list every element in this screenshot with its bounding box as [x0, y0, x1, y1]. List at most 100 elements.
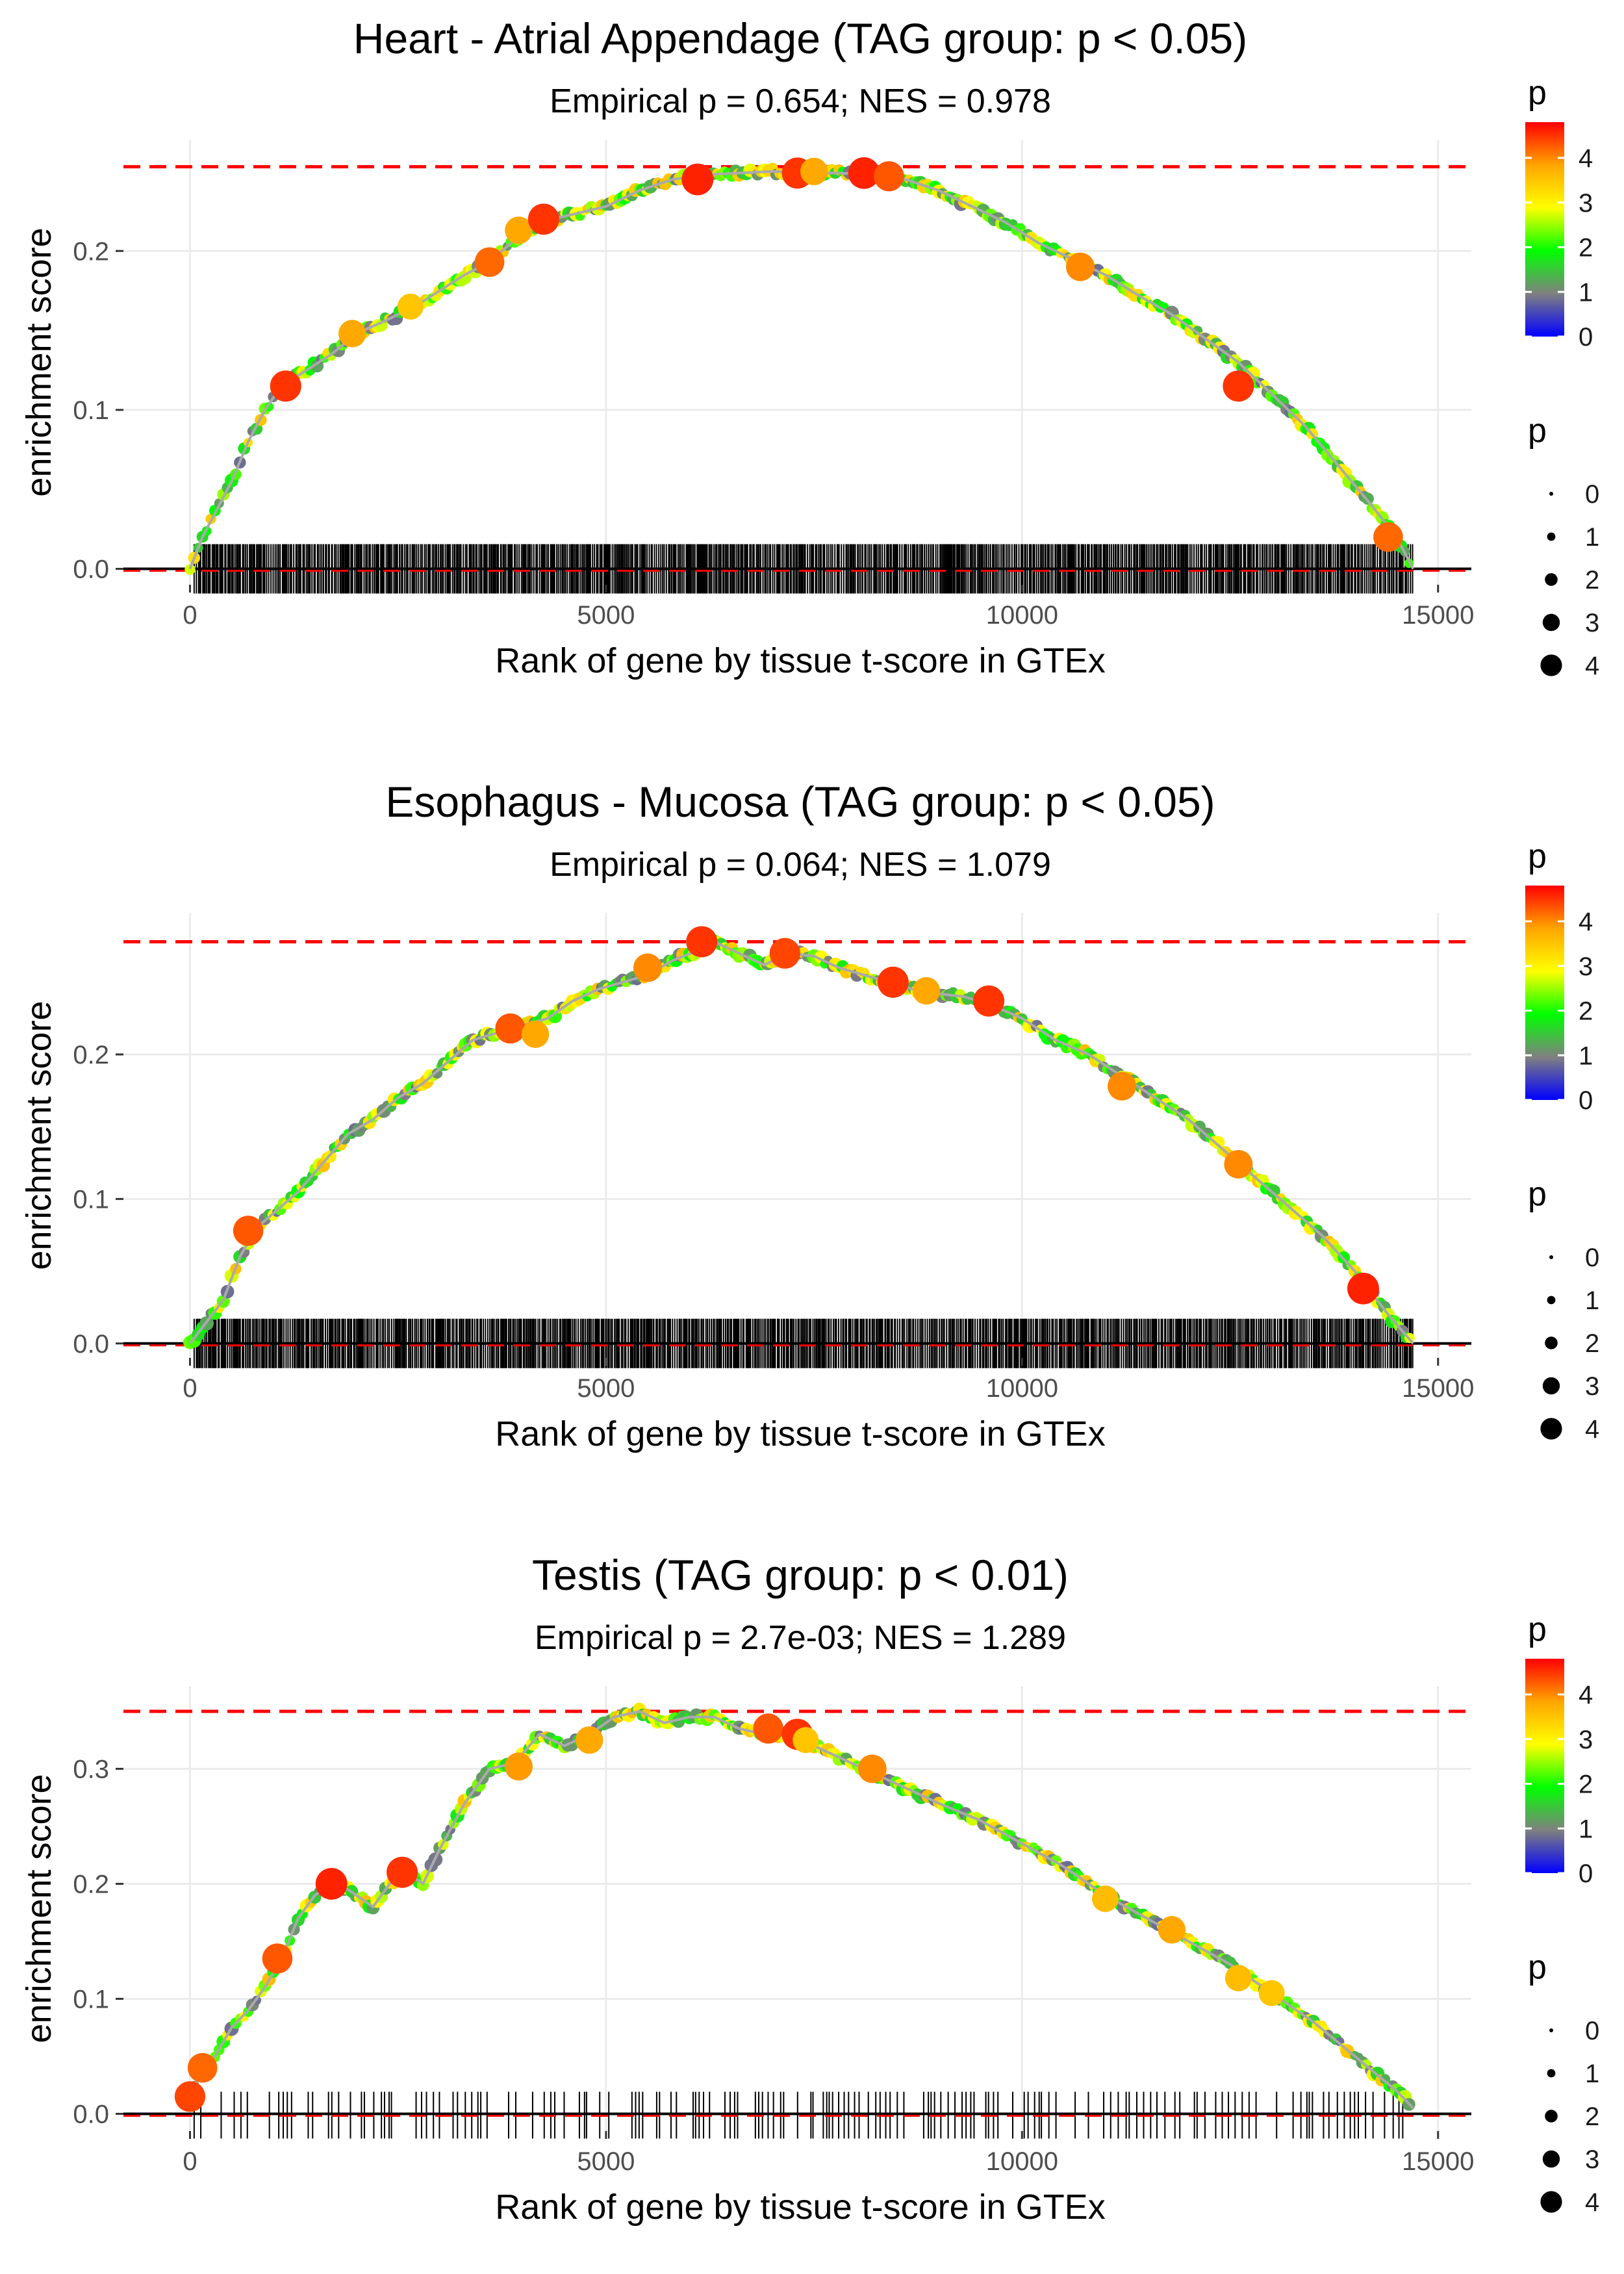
legend: p 0 1 2 3 4 p 0 1 2 3 4	[1525, 74, 1599, 680]
color-bar	[1525, 1659, 1564, 1873]
color-legend-title: p	[1528, 74, 1547, 112]
size-legend-label: 2	[1585, 566, 1599, 594]
legend: p 0 1 2 3 4 p 0 1 2 3 4	[1525, 1611, 1599, 2217]
size-legend-dot	[1547, 532, 1556, 541]
color-bar-label: 4	[1579, 908, 1593, 936]
size-legend-label: 0	[1585, 480, 1599, 509]
y-tick-label: 0.1	[73, 396, 109, 425]
highlight-point	[1373, 522, 1403, 552]
highlight-point	[576, 1726, 603, 1754]
y-tick-label: 0.3	[73, 1755, 109, 1783]
color-bar-label: 0	[1579, 1859, 1593, 1888]
highlight-points	[270, 157, 1403, 552]
highlight-point	[769, 938, 800, 969]
chart-title: Esophagus - Mucosa (TAG group: p < 0.05)	[385, 778, 1215, 826]
highlight-point	[793, 1727, 819, 1754]
size-legend-label: 1	[1585, 523, 1599, 552]
es-curve	[188, 940, 1414, 1345]
highlight-point	[633, 953, 662, 982]
highlight-points	[174, 1713, 1285, 2112]
highlight-point	[857, 1754, 887, 1783]
highlight-point	[874, 161, 904, 192]
highlight-point	[1223, 370, 1254, 402]
size-legend-label: 2	[1585, 2102, 1599, 2131]
highlight-point	[686, 926, 718, 958]
color-bar	[1525, 886, 1564, 1100]
highlight-point	[753, 1713, 783, 1744]
color-bar-label: 3	[1579, 952, 1593, 981]
size-legend-title: p	[1528, 1175, 1547, 1213]
highlight-points	[233, 926, 1379, 1305]
highlight-point	[1347, 1272, 1379, 1305]
x-tick-label: 15000	[1402, 601, 1474, 630]
highlight-point	[973, 985, 1005, 1017]
y-tick-label: 0.2	[73, 1870, 109, 1898]
highlight-point	[1224, 1965, 1252, 1991]
legend: p 0 1 2 3 4 p 0 1 2 3 4	[1525, 837, 1599, 1444]
color-bar-label: 2	[1579, 234, 1593, 262]
y-axis-title: enrichment score	[19, 1774, 58, 2043]
x-tick-label: 10000	[986, 601, 1058, 630]
gridlines	[123, 913, 1471, 1358]
highlight-point	[1108, 1071, 1137, 1101]
size-legend-label: 0	[1585, 1244, 1599, 1272]
x-tick-label: 5000	[577, 601, 635, 630]
y-tick-label: 0.1	[73, 1185, 109, 1214]
y-tick-label: 0.2	[73, 237, 109, 266]
color-legend-title: p	[1528, 1611, 1547, 1648]
color-bar-label: 1	[1579, 1041, 1593, 1070]
x-tick-label: 10000	[986, 2147, 1058, 2176]
highlight-point	[912, 977, 941, 1005]
es-curve	[188, 170, 1415, 570]
highlight-point	[848, 157, 880, 189]
x-tick-label: 5000	[577, 1374, 635, 1403]
highlight-point	[1158, 1916, 1186, 1944]
x-tick-label: 15000	[1402, 1374, 1474, 1403]
size-legend-dot	[1540, 2191, 1562, 2213]
highlight-point	[270, 370, 301, 402]
x-tick-label: 0	[183, 601, 197, 630]
chart-subtitle: Empirical p = 2.7e-03; NES = 1.289	[535, 1619, 1066, 1657]
size-legend-dot	[1545, 1336, 1558, 1349]
size-legend-label: 4	[1585, 652, 1599, 680]
es-small-points	[183, 934, 1415, 1349]
color-bar-label: 4	[1579, 144, 1593, 173]
x-tick-label: 0	[183, 2147, 197, 2176]
size-legend-label: 3	[1585, 1372, 1599, 1401]
size-legend-label: 1	[1585, 1286, 1599, 1315]
color-bar	[1525, 122, 1564, 337]
highlight-point	[1065, 252, 1095, 281]
x-tick-label: 10000	[986, 1374, 1058, 1403]
x-axis-title: Rank of gene by tissue t-score in GTEx	[495, 2188, 1105, 2227]
color-bar-label: 0	[1579, 323, 1593, 351]
color-bar-label: 4	[1579, 1681, 1593, 1709]
y-tick-label: 0.0	[73, 556, 109, 584]
size-legend-label: 0	[1585, 2017, 1599, 2045]
chart-title: Testis (TAG group: p < 0.01)	[532, 1551, 1069, 1599]
highlight-point	[233, 1216, 264, 1246]
size-legend-label: 4	[1585, 1415, 1599, 1444]
color-bar-label: 1	[1579, 1815, 1593, 1843]
highlight-point	[174, 2081, 206, 2112]
y-tick-label: 0.0	[73, 2100, 109, 2128]
size-legend-label: 3	[1585, 609, 1599, 637]
size-legend-label: 3	[1585, 2145, 1599, 2174]
size-legend-title: p	[1528, 412, 1547, 450]
highlight-point	[397, 293, 424, 320]
color-bar-label: 3	[1579, 189, 1593, 218]
size-legend-dot	[1547, 2069, 1556, 2078]
size-legend-dot	[1540, 1418, 1562, 1440]
highlight-point	[1092, 1885, 1119, 1912]
size-legend-label: 2	[1585, 1329, 1599, 1358]
y-tick-label: 0.1	[73, 1985, 109, 2013]
size-legend-dot	[1540, 654, 1562, 676]
y-axis-title: enrichment score	[19, 227, 58, 496]
chart-subtitle: Empirical p = 0.064; NES = 1.079	[550, 846, 1051, 884]
size-legend-dot	[1545, 573, 1558, 586]
highlight-point	[495, 1013, 526, 1044]
color-bar-label: 2	[1579, 997, 1593, 1026]
x-tick-label: 5000	[577, 2147, 635, 2176]
y-tick-label: 0.2	[73, 1041, 109, 1069]
highlight-point	[527, 203, 559, 235]
